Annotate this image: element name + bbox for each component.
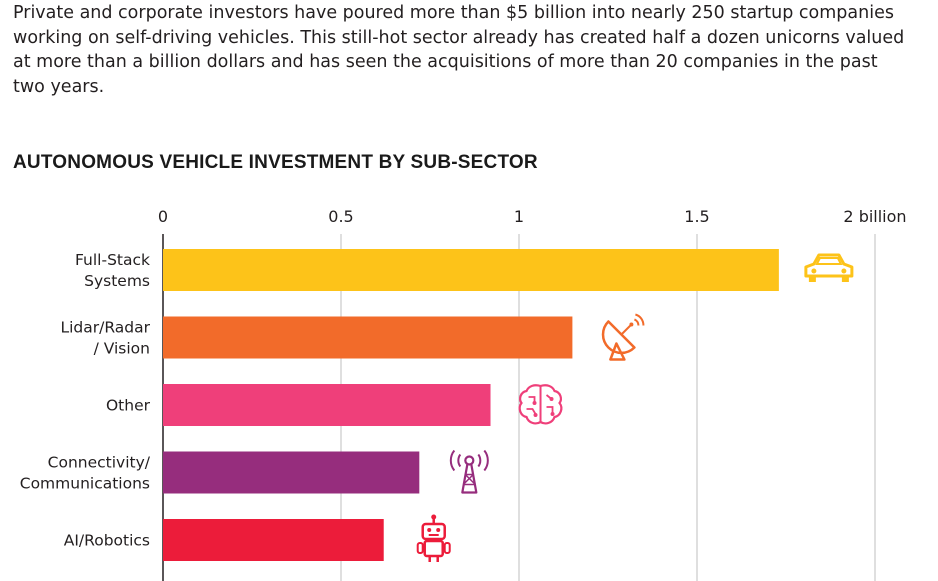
category-label: AI/Robotics: [64, 532, 150, 550]
category-label: Other: [106, 397, 151, 415]
x-tick-label: 0.5: [328, 207, 353, 226]
antenna-tower-icon: [449, 449, 489, 494]
bar: [163, 519, 384, 561]
satellite-dish-icon: [601, 313, 645, 361]
bar: [163, 316, 573, 359]
x-tick-label: 0: [158, 207, 168, 226]
x-tick-label: 2 billion: [843, 207, 906, 226]
x-tick-label: 1.5: [684, 207, 709, 226]
x-tick-label: 1: [514, 207, 524, 226]
intro-paragraph: Private and corporate investors have pou…: [13, 3, 905, 97]
category-label: Full-Stack: [75, 251, 150, 269]
bar: [163, 384, 491, 426]
chart-title: AUTONOMOUS VEHICLE INVESTMENT BY SUB-SEC…: [13, 152, 538, 173]
robot-icon: [416, 514, 451, 562]
bar: [163, 451, 420, 494]
category-label: / Vision: [94, 340, 150, 358]
brain-icon: [518, 384, 563, 425]
category-label: Lidar/Radar: [60, 319, 150, 337]
car-icon: [804, 253, 854, 282]
category-label: Systems: [84, 272, 150, 290]
bar: [163, 249, 779, 291]
category-label: Communications: [20, 475, 150, 493]
category-label: Connectivity/: [48, 454, 151, 472]
